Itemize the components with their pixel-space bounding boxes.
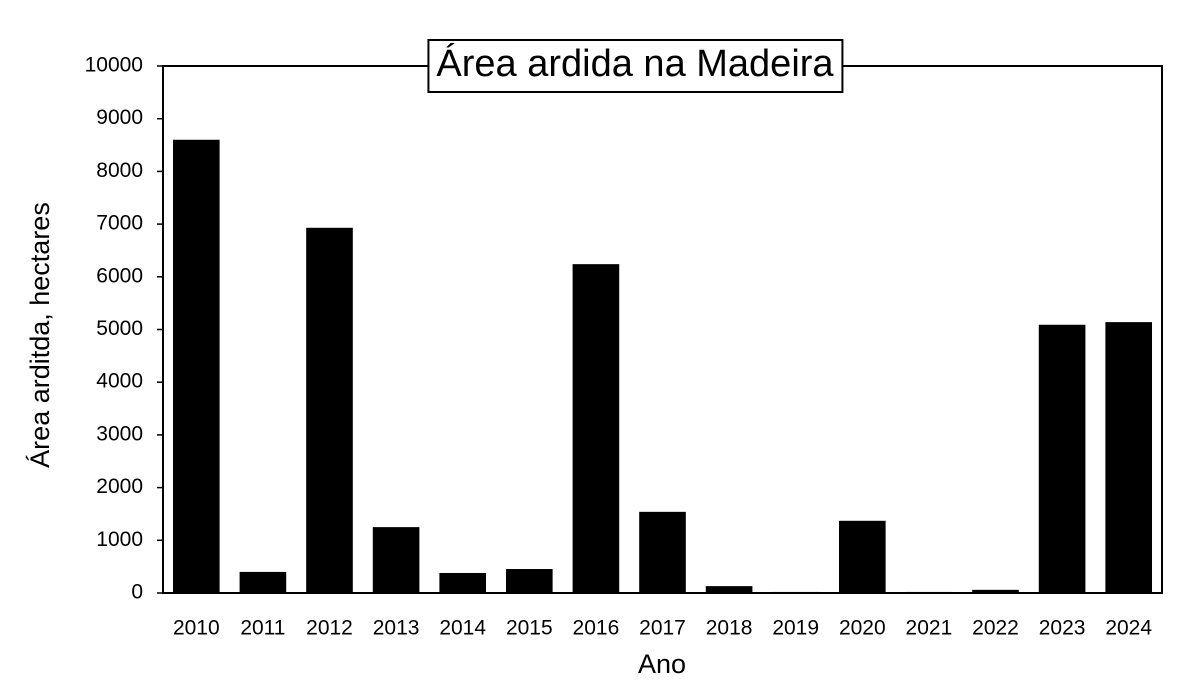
y-tick-label: 3000 (96, 422, 143, 445)
bar (639, 511, 686, 593)
title-box (427, 39, 844, 93)
y-tick-label: 9000 (96, 106, 143, 129)
bar (505, 569, 553, 593)
x-tick-label: 2014 (439, 617, 486, 640)
x-tick-label: 2015 (506, 617, 553, 640)
x-axis-label: Ano (638, 649, 686, 679)
bar (572, 264, 620, 593)
bar (972, 589, 1019, 593)
y-tick-label: 1000 (96, 528, 143, 551)
y-tick-label: 6000 (96, 264, 143, 287)
x-tick-label: 2010 (173, 617, 220, 640)
bar (372, 527, 420, 593)
y-tick-label: 2000 (96, 475, 143, 498)
bar (306, 227, 353, 593)
x-tick-label: 2021 (906, 617, 953, 640)
x-tick-label: 2023 (1039, 617, 1086, 640)
bar (172, 139, 220, 593)
bar (1105, 322, 1153, 593)
bar (905, 591, 953, 593)
x-tick-label: 2013 (373, 617, 420, 640)
bar (838, 520, 886, 593)
x-tick-label: 2011 (240, 617, 285, 640)
y-tick-label: 4000 (96, 370, 143, 393)
x-tick-label: 2019 (772, 617, 819, 640)
bar (439, 572, 487, 593)
bar (772, 591, 820, 593)
y-tick-label: 5000 (96, 317, 143, 340)
x-tick-label: 2012 (306, 617, 353, 640)
x-tick-label: 2024 (1105, 617, 1152, 640)
bar (1038, 324, 1086, 593)
y-tick-label: 7000 (96, 212, 143, 235)
bar (705, 586, 753, 593)
bar (239, 571, 287, 593)
x-tick-label: 2022 (972, 617, 1019, 640)
x-tick-label: 2018 (706, 617, 753, 640)
y-tick-label: 10000 (85, 54, 143, 77)
y-tick-label: 8000 (96, 159, 143, 182)
x-tick-label: 2017 (639, 617, 686, 640)
chart-title: Área ardida na Madeira (436, 42, 834, 85)
y-tick-label: 0 (131, 581, 143, 604)
x-tick-label: 2016 (573, 617, 620, 640)
x-tick-label: 2020 (839, 617, 886, 640)
y-axis-label: Área arditda, hectares (25, 202, 55, 468)
